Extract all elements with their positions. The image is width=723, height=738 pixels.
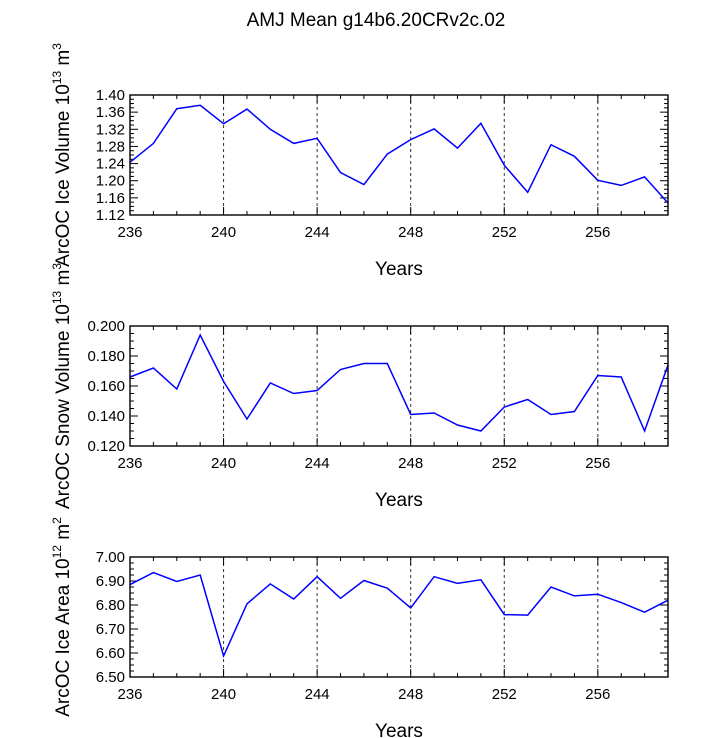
y-tick-label: 0.200 xyxy=(87,318,125,335)
x-tick-label: 248 xyxy=(398,686,423,703)
x-tick-label: 240 xyxy=(211,455,236,472)
series-line-1 xyxy=(129,104,669,204)
series-line-2 xyxy=(129,333,669,434)
x-tick-label: 236 xyxy=(117,455,142,472)
y-axis-label-unit: m xyxy=(53,270,74,286)
y-axis-label: ArcOC Ice Volume 1013 m3 xyxy=(50,43,74,267)
x-tick-label: 236 xyxy=(117,686,142,703)
x-axis-label: Years xyxy=(375,721,423,738)
y-axis-label-text: ArcOC Ice Area 10 xyxy=(53,558,74,716)
y-tick-label: 0.180 xyxy=(87,348,125,365)
y-axis-label-unit: m xyxy=(53,50,74,66)
x-tick-label: 256 xyxy=(585,224,610,241)
y-tick-label: 1.12 xyxy=(96,207,125,224)
y-tick-label: 1.40 xyxy=(96,87,125,104)
y-axis-label-unit-exponent: 3 xyxy=(50,263,64,270)
y-axis-label-exponent: 13 xyxy=(50,71,64,85)
x-tick-label: 244 xyxy=(305,455,330,472)
y-tick-label: 1.36 xyxy=(96,104,125,121)
y-axis-label: ArcOC Snow Volume 1013 m3 xyxy=(50,263,74,509)
y-tick-label: 7.00 xyxy=(96,549,125,566)
y-tick-label: 1.28 xyxy=(96,138,125,155)
x-tick-label: 248 xyxy=(398,455,423,472)
x-tick-label: 244 xyxy=(305,686,330,703)
y-axis-label-unit: m xyxy=(53,524,74,540)
y-tick-label: 6.90 xyxy=(96,573,125,590)
x-tick-label: 256 xyxy=(585,455,610,472)
y-axis-label-unit-exponent: 3 xyxy=(50,43,64,50)
series-line-3 xyxy=(129,571,669,659)
panel-1: 236 240 244 248 252 2561.121.161.201.241.281.… xyxy=(50,43,669,280)
y-tick-label: 1.32 xyxy=(96,121,125,138)
x-axis-label: Years xyxy=(375,259,423,280)
y-axis-label-text: ArcOC Snow Volume 10 xyxy=(53,304,74,509)
y-tick-label: 6.60 xyxy=(96,645,125,662)
y-tick-label: 6.50 xyxy=(96,669,125,686)
y-tick-label: 6.80 xyxy=(96,597,125,614)
y-tick-label: 1.24 xyxy=(96,156,125,173)
y-axis-label: ArcOC Ice Area 1012 m2 xyxy=(50,517,74,717)
y-tick-label: 0.160 xyxy=(87,378,125,395)
y-tick-label: 0.120 xyxy=(87,438,125,455)
panels: 236 240 244 248 252 2561.121.161.201.241.281.… xyxy=(50,43,669,738)
x-tick-label: 244 xyxy=(305,224,330,241)
y-axis-label-exponent: 12 xyxy=(50,545,64,559)
panel-3: 236 240 244 248 252 256 6.50 6.60 6.70 6.80 6.90 7.… xyxy=(50,517,669,738)
plot-frame xyxy=(129,325,669,447)
y-tick-label: 0.140 xyxy=(87,408,125,425)
y-tick-label: 6.70 xyxy=(96,621,125,638)
x-tick-label: 252 xyxy=(492,686,517,703)
y-tick-label: 1.16 xyxy=(96,190,125,207)
y-axis-label-exponent: 13 xyxy=(50,290,64,304)
x-axis-label: Years xyxy=(375,490,423,511)
chart-title: AMJ Mean g14b6.20CRv2c.02 xyxy=(247,10,506,31)
plot-frame xyxy=(129,94,669,216)
y-tick-label: 1.20 xyxy=(96,173,125,190)
panel-2: 236 240 244 248 252 256 0.120 0.140 0.160 0.180 0.… xyxy=(50,263,669,511)
x-tick-label: 236 xyxy=(117,224,142,241)
x-tick-label: 252 xyxy=(492,224,517,241)
x-tick-label: 240 xyxy=(211,686,236,703)
x-tick-label: 248 xyxy=(398,224,423,241)
x-tick-label: 256 xyxy=(585,686,610,703)
x-tick-label: 240 xyxy=(211,224,236,241)
plot-frame xyxy=(129,556,669,678)
x-tick-label: 252 xyxy=(492,455,517,472)
y-axis-label-unit-exponent: 2 xyxy=(50,517,64,524)
y-axis-label-text: ArcOC Ice Volume 10 xyxy=(53,84,74,267)
